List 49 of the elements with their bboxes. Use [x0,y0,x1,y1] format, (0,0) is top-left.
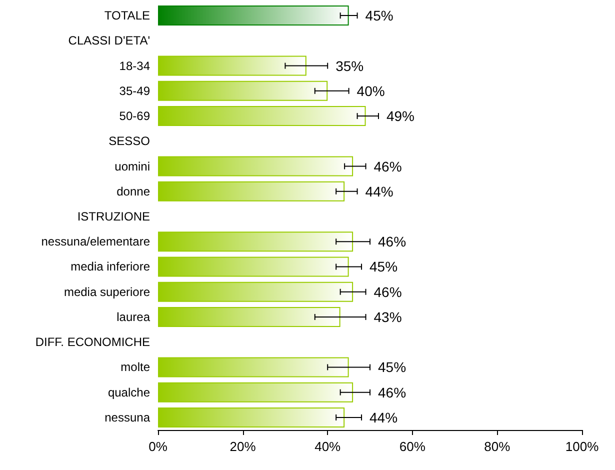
data-label: 44% [365,183,394,200]
y-tick-label: media superiore [64,284,150,299]
y-tick-label: CLASSI D'ETA' [68,34,150,48]
bar [158,256,349,277]
x-tick-label: 100% [565,439,600,454]
bar [158,106,366,126]
data-label: 46% [378,384,406,400]
bar [158,80,328,101]
bar [158,357,349,378]
y-tick-label: nessuna/elementare [41,234,150,249]
y-tick-label: ISTRUZIONE [77,210,150,224]
y-tick-label: 50-69 [119,109,150,124]
bar [158,181,345,202]
y-tick-label: TOTALE [104,8,150,23]
x-tick-label: 0% [148,439,168,454]
data-label: 44% [370,409,398,426]
data-label: 46% [374,158,402,174]
data-label: 35% [336,58,364,74]
x-tick-label: 40% [314,439,342,454]
x-tick-label: 80% [484,439,511,454]
y-tick-label: DIFF. ECONOMICHE [35,335,150,350]
data-label: 46% [378,234,406,250]
y-tick-label: media inferiore [70,260,150,274]
bar [158,232,354,252]
x-tick-label: 20% [230,439,256,454]
bar [158,306,340,327]
y-tick-label: nessuna [104,410,150,424]
y-tick-label: donne [116,184,150,198]
y-tick-label: molte [120,360,150,374]
bar [158,382,354,402]
y-tick-label: 35-49 [119,84,150,98]
y-tick-label: laurea [116,310,150,324]
y-tick-label: 18-34 [119,58,150,73]
y-tick-label: SESSO [108,134,150,148]
data-label: 40% [356,82,385,99]
bar [158,56,306,76]
x-tick-label: 60% [399,439,426,454]
bar [158,282,354,302]
bar [158,6,349,26]
data-label: 49% [386,108,415,124]
data-label: 45% [365,8,394,24]
data-label: 45% [370,258,398,275]
data-label: 43% [374,308,402,325]
bar [158,156,354,176]
bar [158,407,345,428]
data-label: 45% [378,359,406,376]
y-tick-label: uomini [114,159,150,174]
y-tick-label: qualche [108,385,150,400]
data-label: 46% [374,284,402,300]
